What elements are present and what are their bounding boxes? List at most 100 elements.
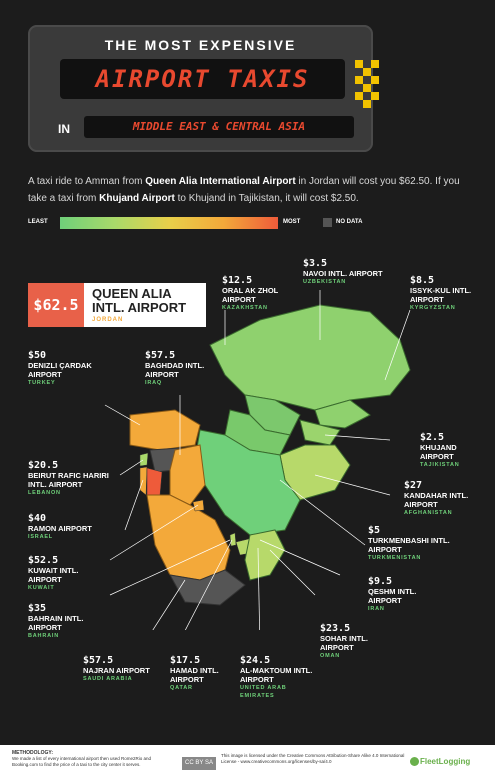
airport-price: $57.5 xyxy=(145,350,176,361)
legend-no-data-swatch xyxy=(323,218,332,227)
region-map xyxy=(104,290,411,630)
title-top: THE MOST EXPENSIVE xyxy=(104,37,297,53)
featured-price: $62.5 xyxy=(28,283,84,327)
intro-part1: A taxi ride to Amman from xyxy=(28,176,146,187)
airport-country: IRAQ xyxy=(145,380,162,386)
airport-label-beirut: $20.5 BEIRUT RAFIC HARIRI INTL. AIRPORT … xyxy=(28,460,128,497)
in-label: IN xyxy=(58,122,70,136)
airport-price: $2.5 xyxy=(420,432,445,443)
map-lebanon xyxy=(139,452,149,467)
legend-gradient xyxy=(60,217,278,229)
airport-country: KYRGYZSTAN xyxy=(410,305,456,311)
featured-airport-card: $62.5 QUEEN ALIA INTL. AIRPORT JORDAN xyxy=(28,283,206,327)
legend-most: MOST xyxy=(283,219,301,225)
featured-name-line1: QUEEN ALIA xyxy=(92,286,172,301)
title-main: AIRPORT TAXIS xyxy=(95,65,310,93)
airport-country: UZBEKISTAN xyxy=(303,279,347,285)
checker-pattern xyxy=(355,60,379,114)
footer: METHODOLOGY: We made a list of every int… xyxy=(0,745,495,780)
cc-license-badge[interactable]: CC BY SA xyxy=(182,757,216,770)
airport-label-oral: $12.5 ORAL AK ZHOL AIRPORT KAZAKHSTAN xyxy=(222,275,297,312)
airport-price: $35 xyxy=(28,603,47,614)
airport-name: DENIZLI ÇARDAK AIRPORT xyxy=(28,361,92,379)
airport-label-baghdad: $57.5 BAGHDAD INTL. AIRPORT IRAQ xyxy=(145,350,220,387)
airport-country: IRAN xyxy=(368,606,385,612)
intro-part3: to Khujand in Tajikistan, it will cost $… xyxy=(174,193,359,204)
airport-name: KANDAHAR INTL. AIRPORT xyxy=(404,491,469,509)
airport-label-navoi: $3.5 NAVOI INTL. AIRPORT UZBEKISTAN xyxy=(303,258,383,286)
airport-label-qeshm: $9.5 QESHM INTL. AIRPORT IRAN xyxy=(368,576,443,613)
map-jordan xyxy=(146,467,163,496)
intro-text: A taxi ride to Amman from Queen Alia Int… xyxy=(28,173,468,207)
map-iraq xyxy=(169,444,206,506)
featured-name-line2: INTL. AIRPORT xyxy=(92,300,187,315)
airport-name: TURKMENBASHI INTL. AIRPORT xyxy=(368,536,450,554)
airport-price: $17.5 xyxy=(170,655,201,666)
airport-country: KAZAKHSTAN xyxy=(222,305,268,311)
airport-price: $24.5 xyxy=(240,655,271,666)
airport-label-ramon: $40 RAMON AIRPORT ISRAEL xyxy=(28,513,108,541)
airport-label-kandahar: $27 KANDAHAR INTL. AIRPORT AFGHANISTAN xyxy=(404,480,489,517)
airport-label-turkmen: $5 TURKMENBASHI INTL. AIRPORT TURKMENIST… xyxy=(368,525,463,562)
airport-price: $5 xyxy=(368,525,381,536)
methodology: METHODOLOGY: We made a list of every int… xyxy=(12,750,177,768)
airport-price: $12.5 xyxy=(222,275,253,286)
airport-country: OMAN xyxy=(320,653,341,659)
airport-country: UNITED ARAB EMIRATES xyxy=(240,685,287,699)
airport-name: QESHM INTL. AIRPORT xyxy=(368,587,417,605)
airport-price: $9.5 xyxy=(368,576,393,587)
airport-country: TURKEY xyxy=(28,380,56,386)
airport-name: BAHRAIN INTL. AIRPORT xyxy=(28,614,84,632)
airport-price: $8.5 xyxy=(410,275,435,286)
map-israel xyxy=(139,466,148,496)
airport-price: $23.5 xyxy=(320,623,351,634)
airport-label-hamad: $17.5 HAMAD INTL. AIRPORT QATAR xyxy=(170,655,235,692)
airport-label-maktoum: $24.5 AL-MAKTOUM INTL. AIRPORT UNITED AR… xyxy=(240,655,320,700)
airport-label-issyk: $8.5 ISSYK-KUL INTL. AIRPORT KYRGYZSTAN xyxy=(410,275,485,312)
airport-name: KHUJAND AIRPORT xyxy=(420,443,457,461)
airport-country: AFGHANISTAN xyxy=(404,510,453,516)
header-sign: THE MOST EXPENSIVE AIRPORT TAXIS IN MIDD… xyxy=(28,25,373,152)
methodology-text: We made a list of every international ai… xyxy=(12,756,151,767)
featured-name: QUEEN ALIA INTL. AIRPORT xyxy=(92,287,186,315)
airport-country: BAHRAIN xyxy=(28,633,59,639)
map-oman xyxy=(244,529,286,581)
airport-label-sohar: $23.5 SOHAR INTL. AIRPORT OMAN xyxy=(320,623,390,660)
intro-airport2: Khujand Airport xyxy=(99,193,175,204)
map-turkey xyxy=(129,409,201,451)
brand-logo-icon xyxy=(410,757,419,766)
intro-part2: in Jordan will cost you $62.50. If you t… xyxy=(28,176,460,204)
airport-country: KUWAIT xyxy=(28,585,55,591)
airport-country: SAUDI ARABIA xyxy=(83,676,133,682)
airport-price: $40 xyxy=(28,513,47,524)
legend-least: LEAST xyxy=(28,219,48,225)
airport-country: TAJIKISTAN xyxy=(420,462,460,468)
airport-price: $57.5 xyxy=(83,655,114,666)
map-kuwait xyxy=(192,499,205,512)
airport-name: HAMAD INTL. AIRPORT xyxy=(170,666,219,684)
airport-name: AL-MAKTOUM INTL. AIRPORT xyxy=(240,666,313,684)
brand-name[interactable]: FleetLogging xyxy=(420,757,471,766)
airport-price: $52.5 xyxy=(28,555,59,566)
airport-price: $3.5 xyxy=(303,258,328,269)
featured-country: JORDAN xyxy=(92,317,124,323)
methodology-title: METHODOLOGY: xyxy=(12,750,54,756)
airport-label-kuwait: $52.5 KUWAIT INTL. AIRPORT KUWAIT xyxy=(28,555,103,592)
map-saudi-arabia xyxy=(146,494,231,581)
map-tajikistan xyxy=(299,419,341,446)
airport-country: ISRAEL xyxy=(28,534,53,540)
airport-price: $20.5 xyxy=(28,460,59,471)
airport-name: KUWAIT INTL. AIRPORT xyxy=(28,566,79,584)
airport-name: ORAL AK ZHOL AIRPORT xyxy=(222,286,279,304)
airport-label-najran: $57.5 NAJRAN AIRPORT SAUDI ARABIA xyxy=(83,655,163,683)
airport-name: SOHAR INTL. AIRPORT xyxy=(320,634,368,652)
region-board: MIDDLE EAST & CENTRAL ASIA xyxy=(84,116,354,138)
airport-country: LEBANON xyxy=(28,490,61,496)
airport-name: ISSYK-KUL INTL. AIRPORT xyxy=(410,286,472,304)
airport-name: NAJRAN AIRPORT xyxy=(83,666,150,675)
airport-name: BAGHDAD INTL. AIRPORT xyxy=(145,361,205,379)
map-qatar xyxy=(229,532,237,547)
airport-label-bahrain: $35 BAHRAIN INTL. AIRPORT BAHRAIN xyxy=(28,603,103,640)
airport-label-denizli: $50 DENIZLI ÇARDAK AIRPORT TURKEY xyxy=(28,350,108,387)
airport-price: $50 xyxy=(28,350,47,361)
